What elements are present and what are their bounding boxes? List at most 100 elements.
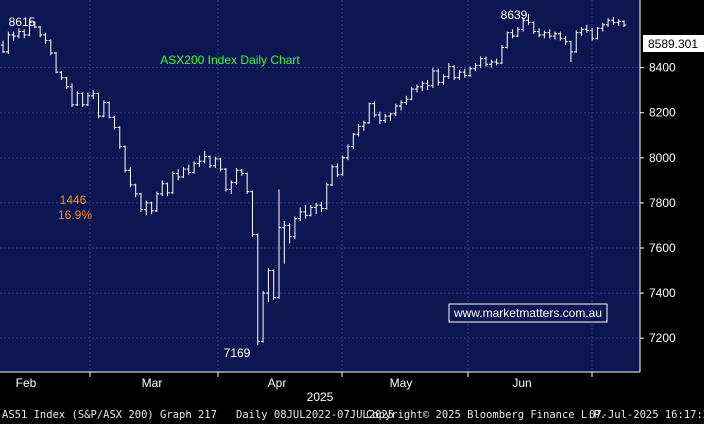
candle: [175, 169, 181, 181]
candle: [600, 22, 605, 32]
candle: [451, 65, 457, 81]
candle: [250, 190, 255, 237]
candle: [436, 68, 441, 86]
x-tick-label: Feb: [16, 376, 37, 390]
y-axis: 7200 7400 7600 7800 8000 8200 8400: [640, 61, 676, 345]
candle: [85, 92, 91, 106]
x-tick-label: Apr: [268, 376, 287, 390]
candle: [494, 58, 499, 66]
candle: [64, 76, 69, 90]
candle: [393, 103, 398, 117]
candle: [329, 164, 335, 186]
y-tick-label: 8000: [649, 151, 676, 165]
candle: [526, 13, 531, 25]
candle: [579, 27, 584, 37]
candle: [91, 90, 96, 100]
candle: [510, 29, 515, 39]
candle: [11, 31, 16, 41]
x-tick-label: Mar: [142, 376, 163, 390]
candle: [181, 166, 186, 179]
candle: [621, 20, 627, 28]
candle: [0, 40, 6, 53]
candle: [414, 84, 420, 93]
candle: [589, 28, 595, 41]
candle: [43, 32, 48, 44]
candle: [308, 205, 314, 217]
y-tick-label: 8200: [649, 106, 676, 120]
y-tick-label: 7400: [649, 286, 676, 300]
candle: [170, 171, 176, 194]
candle: [106, 101, 112, 119]
watermark-link[interactable]: www.marketmatters.com.au: [453, 306, 602, 320]
candle: [505, 31, 510, 49]
candle: [138, 192, 144, 212]
candle: [531, 21, 536, 34]
candle: [324, 182, 329, 210]
candle: [202, 151, 207, 164]
candle: [128, 166, 133, 188]
candle: [409, 86, 414, 101]
candle: [483, 56, 489, 67]
candle: [144, 200, 149, 216]
y-tick-label: 7800: [649, 196, 676, 210]
candle: [298, 207, 303, 221]
candle: [59, 71, 64, 81]
annotation-low: 7169: [224, 346, 251, 360]
candle: [605, 18, 611, 28]
x-tick-label: May: [390, 376, 413, 390]
candle: [271, 269, 276, 300]
candle: [473, 63, 478, 72]
candle: [122, 145, 128, 173]
candle: [32, 21, 38, 29]
last-price-value: 8589.301: [648, 37, 698, 51]
candle: [547, 29, 552, 39]
candle: [356, 124, 361, 137]
x-tick-label: Jun: [512, 376, 531, 390]
candle: [388, 112, 393, 121]
candle: [340, 155, 345, 176]
candle: [154, 191, 160, 212]
candle: [536, 28, 542, 38]
candle: [319, 201, 324, 212]
candle: [244, 172, 250, 194]
candle: [542, 30, 547, 39]
candle: [276, 189, 282, 299]
candle: [467, 66, 473, 77]
candle: [186, 164, 191, 175]
grid-lines: [0, 0, 640, 372]
candle: [96, 92, 101, 119]
annotation-high-start: 8615: [9, 15, 36, 29]
candle: [611, 16, 616, 25]
candle: [404, 95, 409, 105]
candle: [239, 169, 245, 176]
footer-security: AS51 Index (S&P/ASX 200) Graph 217: [2, 409, 217, 421]
watermark[interactable]: www.marketmatters.com.au: [448, 303, 608, 323]
candle: [303, 205, 308, 219]
candle: [117, 126, 122, 149]
candle: [377, 111, 383, 124]
candle: [218, 157, 223, 172]
y-tick-label: 7600: [649, 241, 676, 255]
candle: [27, 19, 32, 37]
candle: [430, 67, 436, 88]
candle: [213, 156, 218, 168]
candle: [313, 202, 319, 215]
candle: [69, 83, 75, 108]
y-tick-label: 7200: [649, 331, 676, 345]
candle: [584, 24, 590, 33]
candle: [361, 120, 367, 131]
price-chart: 7200 7400 7600 7800 8000 8200 8400 Feb Mar Apr Ma…: [0, 0, 704, 406]
footer-timestamp: 07-Jul-2025 16:17:29: [589, 409, 704, 421]
candle: [229, 180, 234, 194]
candle: [75, 91, 80, 106]
candle: [197, 155, 202, 167]
last-price-label: 8589.301: [643, 35, 704, 52]
candle: [499, 45, 505, 65]
candle: [6, 31, 11, 55]
y-tick-label: 8400: [649, 61, 676, 75]
candle: [160, 180, 165, 197]
year-label: 2025: [307, 390, 334, 404]
candle: [287, 223, 292, 244]
candle: [292, 216, 298, 239]
candles: [0, 13, 627, 346]
